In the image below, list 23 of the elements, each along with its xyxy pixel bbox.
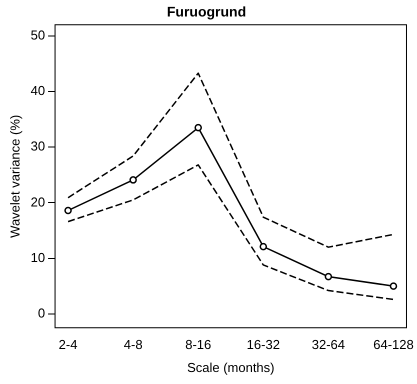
- point: [194, 124, 202, 132]
- y-tick-label: 50: [30, 27, 46, 42]
- x-tick-label: 64-128: [373, 337, 414, 352]
- y-tick-label: 10: [30, 250, 46, 265]
- chart-title: Furuogrund: [166, 3, 246, 20]
- x-tick-label: 8-16: [185, 337, 212, 352]
- point: [129, 176, 137, 184]
- y-tick-label: 40: [30, 83, 46, 98]
- point: [260, 242, 268, 250]
- point: [390, 282, 398, 290]
- y-tick-label: 0: [38, 305, 46, 320]
- x-tick-label: 32-64: [312, 337, 346, 352]
- y-tick-label: 30: [30, 138, 46, 154]
- x-tick-label: 16-32: [246, 337, 280, 352]
- x-axis-title: Scale (months): [187, 360, 274, 375]
- line-series: [67, 72, 394, 248]
- point: [64, 206, 72, 214]
- y-tick-label: 20: [30, 194, 46, 210]
- x-tick-label: 2-4: [58, 337, 78, 352]
- x-tick-label: 4-8: [124, 337, 143, 352]
- point: [324, 272, 332, 280]
- y-axis-title: Wavelet variance (%): [7, 114, 22, 238]
- line-series: [67, 164, 394, 300]
